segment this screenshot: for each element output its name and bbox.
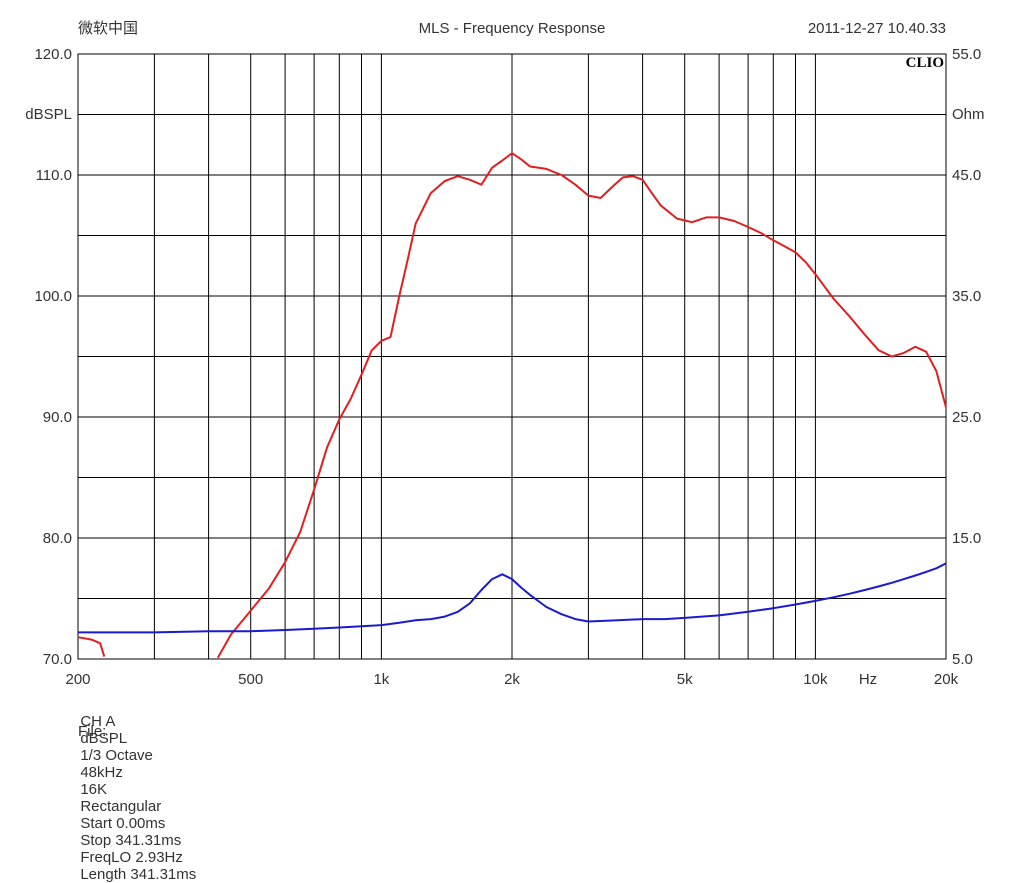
y-left-tick-label: 110.0: [36, 167, 72, 184]
status-length: Length 341.31ms: [80, 866, 197, 883]
y-right-tick-label: 5.0: [952, 651, 973, 668]
spl-curve: [77, 636, 106, 657]
right-axis-label: Ohm: [952, 106, 985, 123]
y-right-tick-label: 35.0: [952, 288, 981, 305]
clio-brand-logo: CLIO: [906, 55, 944, 71]
impedance-curve: [78, 562, 947, 634]
tick-labels: 200 500 1k 2k 5k 10k 20k 70.0 80.0 90.0 100.0 110.0…: [34, 46, 981, 688]
x-tick-label: 200: [65, 671, 90, 688]
x-tick-label: 20k: [934, 671, 959, 688]
y-right-tick-label: 55.0: [952, 46, 981, 63]
status-freq-lo: FreqLO 2.93Hz: [80, 849, 183, 866]
header-left-label: 微软中国: [78, 20, 138, 37]
frequency-response-chart: 微软中国 MLS - Frequency Response 2011-12-27…: [25, 20, 985, 688]
y-left-tick-label: 90.0: [43, 409, 72, 426]
y-right-tick-label: 15.0: [952, 530, 981, 547]
y-right-tick-label: 45.0: [952, 167, 981, 184]
status-window: Rectangular: [80, 798, 162, 815]
x-tick-label: 2k: [504, 671, 520, 688]
series-lines: [77, 152, 947, 659]
y-left-tick-label: 80.0: [43, 530, 72, 547]
y-left-tick-label: 100.0: [34, 288, 72, 305]
y-right-tick-label: 25.0: [952, 409, 981, 426]
chart-title: MLS - Frequency Response: [419, 20, 606, 37]
y-left-tick-label: 70.0: [43, 651, 72, 668]
x-tick-label: 5k: [677, 671, 693, 688]
file-label: File:: [78, 723, 107, 740]
x-tick-label: 10k: [803, 671, 828, 688]
status-smoothing: 1/3 Octave: [80, 747, 153, 764]
y-left-tick-label: 120.0: [34, 46, 72, 63]
status-fft-size: 16K: [80, 781, 108, 798]
status-stop: Stop 341.31ms: [80, 832, 182, 849]
x-unit-label: Hz: [859, 671, 877, 688]
plot-frame: [77, 53, 947, 660]
grid-lines: [78, 54, 946, 659]
status-channel: CH A: [80, 713, 116, 730]
status-sample-rate: 48kHz: [80, 764, 123, 781]
x-tick-label: 500: [238, 671, 263, 688]
status-start: Start 0.00ms: [80, 815, 166, 832]
left-axis-label: dBSPL: [25, 106, 72, 123]
x-tick-label: 1k: [373, 671, 389, 688]
spl-curve: [216, 152, 947, 659]
status-unit: dBSPL: [80, 730, 128, 747]
timestamp: 2011-12-27 10.40.33: [808, 20, 946, 37]
